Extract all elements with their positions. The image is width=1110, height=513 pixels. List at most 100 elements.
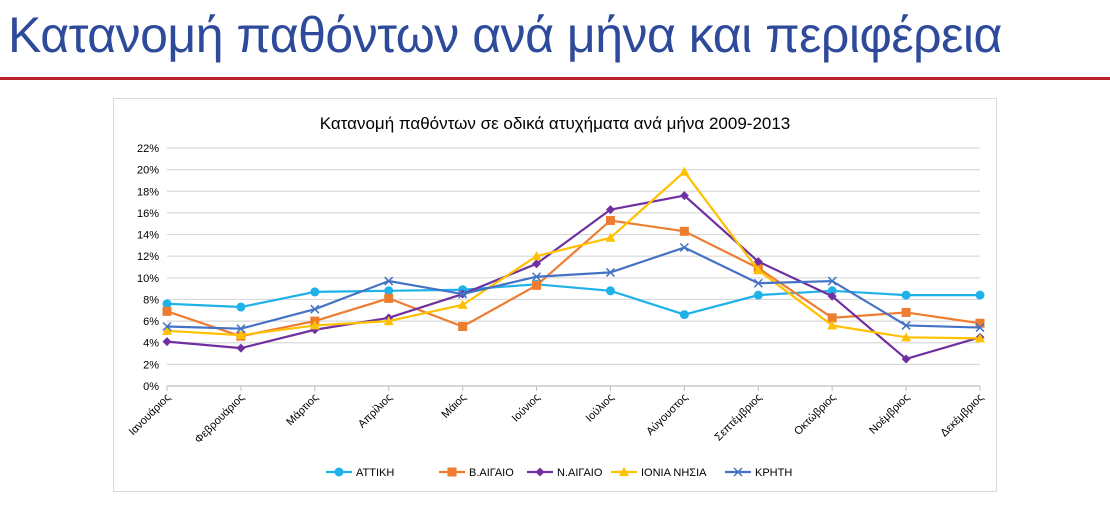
x-tick-label: Οκτώβριος [792,392,838,438]
legend-item: Β.ΑΙΓΑΙΟ [439,467,514,479]
x-tick-label: Δεκέμβριος [938,392,986,440]
data-point [733,467,743,477]
data-point [679,242,689,253]
data-point [384,286,394,296]
data-point [162,337,172,347]
data-point [901,290,911,300]
data-point [679,310,689,320]
y-tick-label: 20% [137,165,159,177]
y-tick-label: 10% [137,273,159,285]
data-point [310,287,320,297]
x-tick-label: Απρίλιος [356,392,395,431]
data-point [605,215,615,225]
x-tick-label: Ιούνιος [510,392,543,425]
data-point [235,330,246,340]
data-point [605,232,616,242]
series-line [166,246,981,330]
chart-svg: Κατανομή παθόντων σε οδικά ατυχήματα ανά… [127,114,986,479]
data-point [901,320,911,330]
series-ΑΤΤΙΚΗ [162,279,985,320]
legend-item: Ν.ΑΙΓΑΙΟ [527,467,603,479]
y-tick-label: 22% [137,143,159,155]
data-point [975,333,985,343]
data-point [162,325,172,335]
x-tick-label: Νοέμβριος [867,392,912,437]
y-tick-label: 2% [143,359,159,371]
data-point [384,276,394,286]
data-point [236,324,246,334]
data-point [458,289,468,299]
series-line [166,170,981,340]
y-tick-label: 8% [143,294,159,306]
x-tick-label: Φεβρουάριος [193,392,247,446]
legend-label: Ν.ΑΙΓΑΙΟ [557,467,603,479]
x-tick-label: Ιούλιος [584,392,617,425]
legend-label: ΙΟΝΙΑ ΝΗΣΙΑ [641,467,707,479]
data-point [827,276,837,286]
x-tick-label: Ιανουάριος [127,392,173,438]
data-point [532,280,542,290]
data-point [827,291,837,301]
data-point [162,306,172,316]
y-tick-label: 12% [137,251,159,263]
data-point [901,332,912,342]
data-point [532,259,542,269]
series-ΙΟΝΙΑ ΝΗΣΙΑ [162,166,985,343]
legend-item: ΚΡΗΤΗ [725,467,792,479]
data-point [975,290,985,300]
data-point [457,299,468,309]
data-point [619,467,629,476]
data-point [236,302,246,312]
y-tick-label: 16% [137,208,159,220]
legend-item: ΙΟΝΙΑ ΝΗΣΙΑ [611,467,707,479]
y-tick-label: 0% [143,381,159,393]
y-tick-label: 4% [143,338,159,350]
legend-item: ΑΤΤΙΚΗ [326,467,394,479]
y-tick-label: 6% [143,316,159,328]
data-point [309,320,320,330]
data-point [753,257,763,267]
data-point [531,251,542,261]
legend-label: ΑΤΤΙΚΗ [356,467,394,479]
series-line [166,219,981,338]
series-ΚΡΗΤΗ [162,242,985,334]
data-point [679,191,689,201]
data-point [162,299,172,309]
data-point [458,322,468,331]
data-point [383,316,394,326]
data-point [384,293,394,303]
data-point [605,205,615,215]
data-point [827,320,838,330]
data-point [236,343,246,353]
data-point [679,166,690,176]
data-point [605,267,615,277]
data-point [753,290,763,300]
series-line [166,194,981,361]
data-point [975,323,985,333]
title-divider [0,77,1110,80]
series-line [166,283,980,316]
legend-label: Β.ΑΙΓΑΙΟ [469,467,514,479]
data-point [827,286,837,296]
x-tick-label: Μάιος [439,392,468,421]
data-point [975,318,985,328]
data-point [447,467,457,477]
slide-title: Κατανομή παθόντων ανά μήνα και περιφέρει… [8,7,1002,63]
data-point [753,278,763,288]
data-point [532,272,542,282]
data-point [310,304,320,314]
data-point [334,467,344,477]
data-point [162,321,172,332]
data-point [901,307,911,317]
x-tick-label: Αύγουστος [644,392,690,438]
legend-label: ΚΡΗΤΗ [755,467,792,479]
x-tick-label: Σεπτέμβριος [713,392,765,444]
data-point [605,286,615,296]
x-tick-label: Μάρτιος [284,392,321,429]
data-point [827,313,837,323]
data-point [901,354,911,364]
chart-title: Κατανομή παθόντων σε οδικά ατυχήματα ανά… [320,114,791,133]
line-chart: Κατανομή παθόντων σε οδικά ατυχήματα ανά… [113,98,997,492]
y-tick-label: 14% [137,230,159,242]
data-point [535,467,545,477]
